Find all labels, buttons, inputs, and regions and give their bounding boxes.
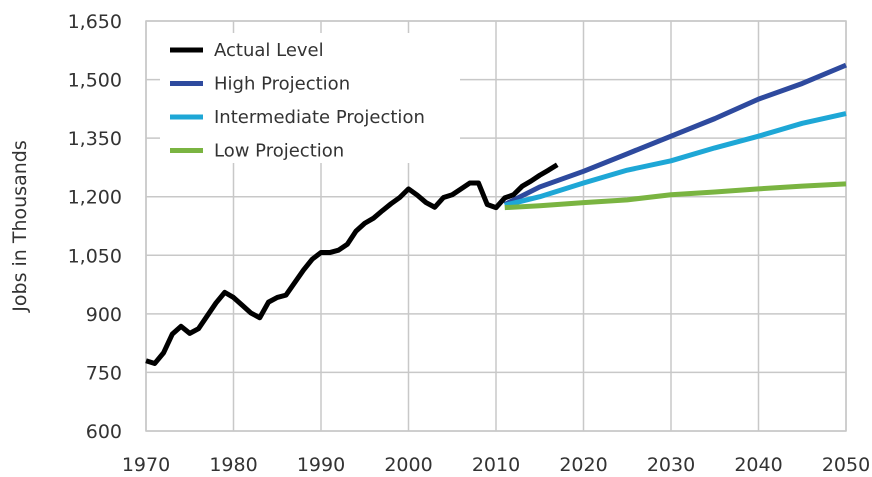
x-tick-label: 2000 bbox=[384, 454, 432, 476]
x-tick-label: 2040 bbox=[734, 454, 782, 476]
x-tick-label: 1990 bbox=[297, 454, 345, 476]
plot-frame bbox=[145, 20, 847, 432]
legend: Actual Level High Projection Intermediate … bbox=[160, 33, 460, 163]
y-tick-label: 750 bbox=[86, 362, 122, 384]
y-tick-label: 1,500 bbox=[68, 70, 122, 92]
legend-label-high-projection: High Projection bbox=[214, 74, 350, 95]
y-tick-label: 1,350 bbox=[68, 128, 122, 150]
y-tick-label: 1,050 bbox=[68, 245, 122, 267]
x-tick-label: 2010 bbox=[472, 454, 520, 476]
series-line-low-projection bbox=[504, 181, 847, 211]
y-axis-title: Jobs in Thousands bbox=[9, 140, 31, 312]
series-line-high-projection bbox=[503, 62, 847, 207]
x-tick-label: 2050 bbox=[822, 454, 870, 476]
y-tick-label: 600 bbox=[86, 421, 122, 443]
y-tick-label: 900 bbox=[86, 304, 122, 326]
legend-label-low-projection: Low Projection bbox=[214, 141, 344, 162]
series-line-intermediate-projection bbox=[504, 111, 847, 208]
x-tick-label: 1980 bbox=[209, 454, 257, 476]
legend-background bbox=[160, 33, 460, 163]
legend-label-intermediate-projection: Intermediate Projection bbox=[214, 107, 425, 128]
x-axis-ticks: 1970 1980 1990 2000 2010 2020 2030 2040 2050 bbox=[122, 454, 870, 476]
x-tick-label: 1970 bbox=[122, 454, 170, 476]
series-line-actual-level bbox=[145, 162, 559, 366]
x-tick-label: 2020 bbox=[559, 454, 607, 476]
y-tick-label: 1,650 bbox=[68, 11, 122, 33]
x-tick-label: 2030 bbox=[647, 454, 695, 476]
legend-label-actual-level: Actual Level bbox=[214, 40, 324, 61]
y-axis-ticks: 600 750 900 1,050 1,200 1,350 1,500 1,650 bbox=[68, 11, 122, 443]
y-tick-label: 1,200 bbox=[68, 187, 122, 209]
series-lines bbox=[145, 62, 847, 366]
